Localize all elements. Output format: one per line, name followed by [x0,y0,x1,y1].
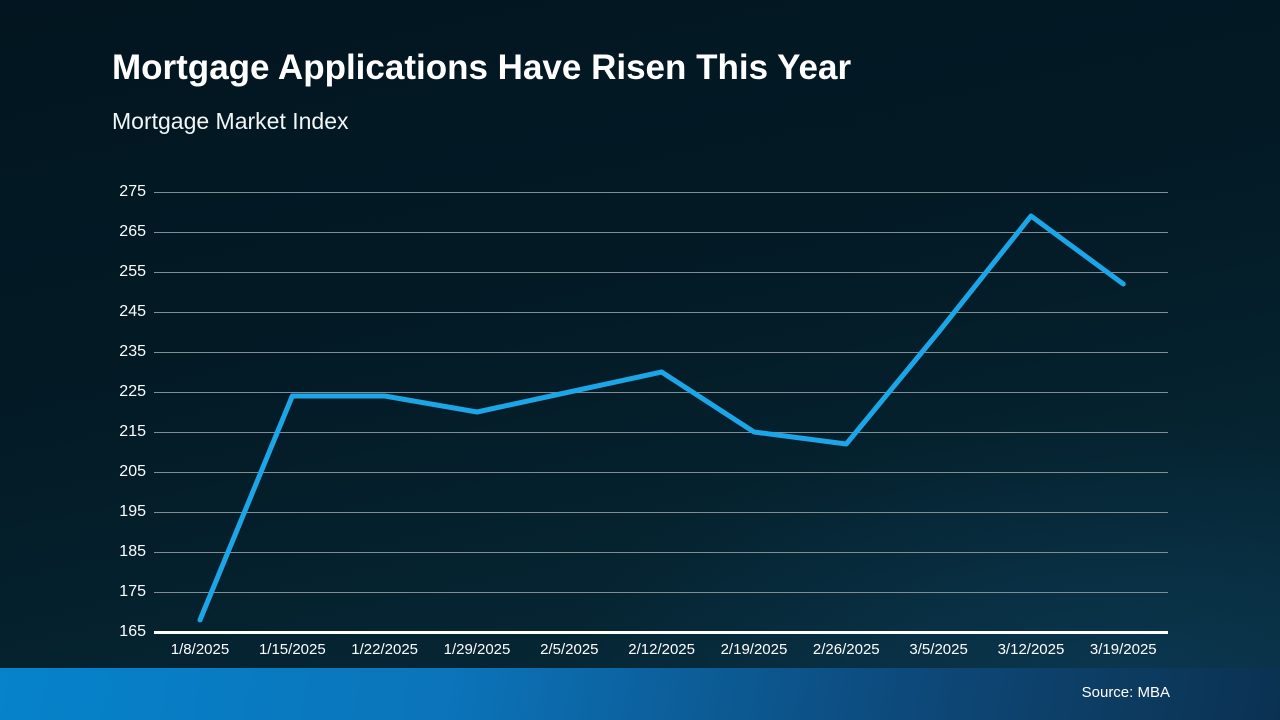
gridline [154,592,1168,593]
x-axis-tick-label: 1/8/2025 [170,641,230,658]
trend-line [197,213,1126,623]
source-label: Source: MBA [1081,684,1170,701]
gridline [154,272,1168,273]
x-axis-tick-label: 2/5/2025 [540,641,599,658]
y-axis-tick-label: 195 [119,503,146,520]
y-axis-tick-label: 215 [119,423,146,440]
x-axis-tick-label: 3/5/2025 [909,641,968,658]
gridline [154,232,1168,233]
gridline [154,472,1168,473]
gridline [154,352,1168,353]
y-axis-tick-label: 235 [119,343,146,360]
page-title: Mortgage Applications Have Risen This Ye… [112,48,852,87]
x-axis-tick-label: 1/15/2025 [258,641,326,658]
gridline [154,432,1168,433]
x-axis-tick-label: 2/19/2025 [720,641,788,658]
x-axis-tick-label: 1/22/2025 [351,641,419,658]
y-axis-tick-label: 245 [119,303,146,320]
x-axis-tick-label: 2/12/2025 [628,641,695,658]
y-axis-tick-label: 255 [119,263,146,280]
y-axis-tick-label: 165 [119,623,146,640]
y-axis-tick-label: 275 [119,183,146,200]
gridline [154,312,1168,313]
y-axis-tick-label: 175 [119,583,146,600]
gridline [154,392,1168,393]
y-axis-tick-label: 225 [119,383,146,400]
y-axis-tick-label: 205 [119,463,146,480]
x-axis-tick-label: 2/26/2025 [812,641,880,658]
chart-subtitle: Mortgage Market Index [112,108,349,134]
x-axis-tick-label: 1/29/2025 [443,641,511,658]
x-axis-tick-label: 3/19/2025 [1089,641,1157,658]
y-axis-tick-label: 185 [119,543,146,560]
x-axis-line [154,631,1168,634]
y-axis-tick-label: 265 [119,223,146,240]
gridline [154,552,1168,553]
gridline [154,512,1168,513]
x-axis-tick-label: 3/12/2025 [997,641,1065,658]
gridline [154,192,1168,193]
footer-bar: Source: MBA [0,668,1280,720]
